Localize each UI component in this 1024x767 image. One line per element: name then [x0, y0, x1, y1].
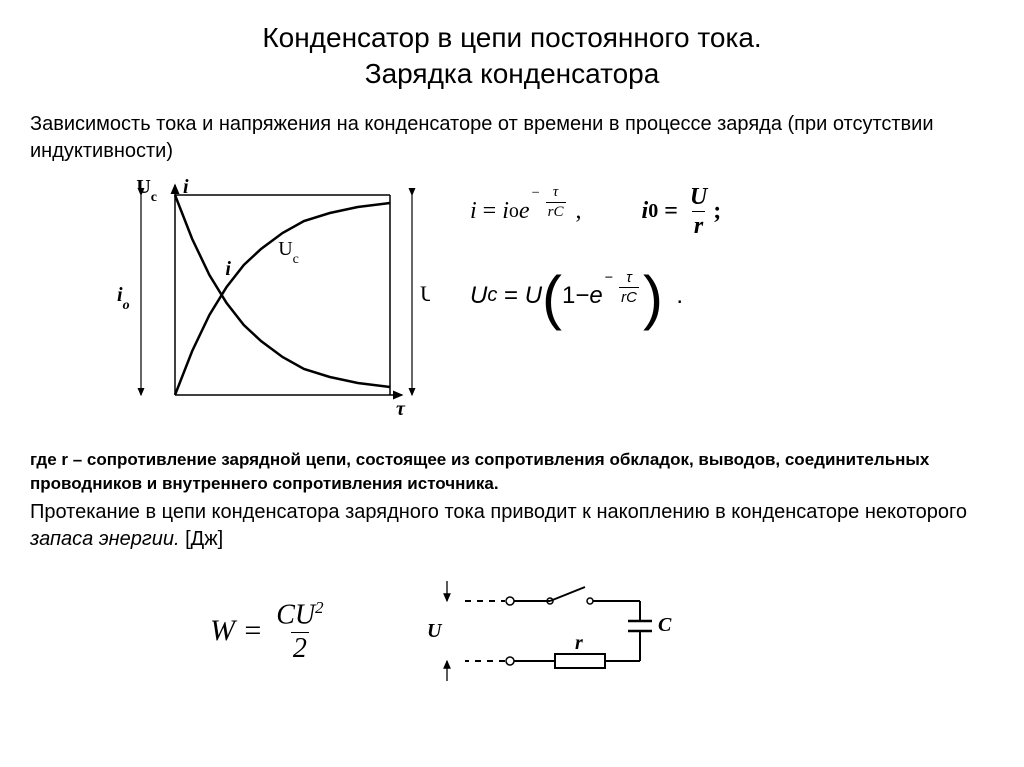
eq-i-of-t: i = io e − τ rC , — [470, 194, 582, 229]
svg-text:io: io — [117, 284, 130, 313]
svg-text:i: i — [225, 258, 231, 280]
svg-text:Uc: Uc — [136, 176, 157, 205]
svg-text:U: U — [427, 620, 443, 642]
title-line-1: Конденсатор в цепи постоянного тока. — [262, 22, 761, 53]
equations-block: i = io e − τ rC , i0 = — [470, 175, 994, 326]
eq-i0: i0 = U r ; — [642, 185, 722, 238]
svg-text:C: C — [658, 614, 672, 636]
circuit-diagram: Ur C — [410, 571, 690, 691]
svg-text:τ: τ — [396, 398, 406, 420]
eq-energy: W = CU2 2 — [210, 600, 330, 662]
svg-text:Uc: Uc — [278, 238, 299, 267]
page-title: Конденсатор в цепи постоянного тока. Зар… — [30, 20, 994, 93]
svg-text:i: i — [183, 176, 189, 198]
energy-paragraph: Протекание в цепи конденсатора зарядного… — [30, 499, 994, 553]
eq-uc-of-t: Uc = U ( 1 − e − τ rC ) . — [470, 266, 683, 326]
note-text: где r – сопротивление зарядной цепи, сос… — [30, 448, 994, 496]
intro-text: Зависимость тока и напряжения на конденс… — [30, 111, 994, 165]
title-line-2: Зарядка конденсатора — [365, 58, 660, 89]
charging-chart: Uc i τ io Ui Uc — [90, 175, 430, 440]
svg-text:r: r — [575, 632, 583, 654]
svg-text:U: U — [420, 281, 430, 306]
